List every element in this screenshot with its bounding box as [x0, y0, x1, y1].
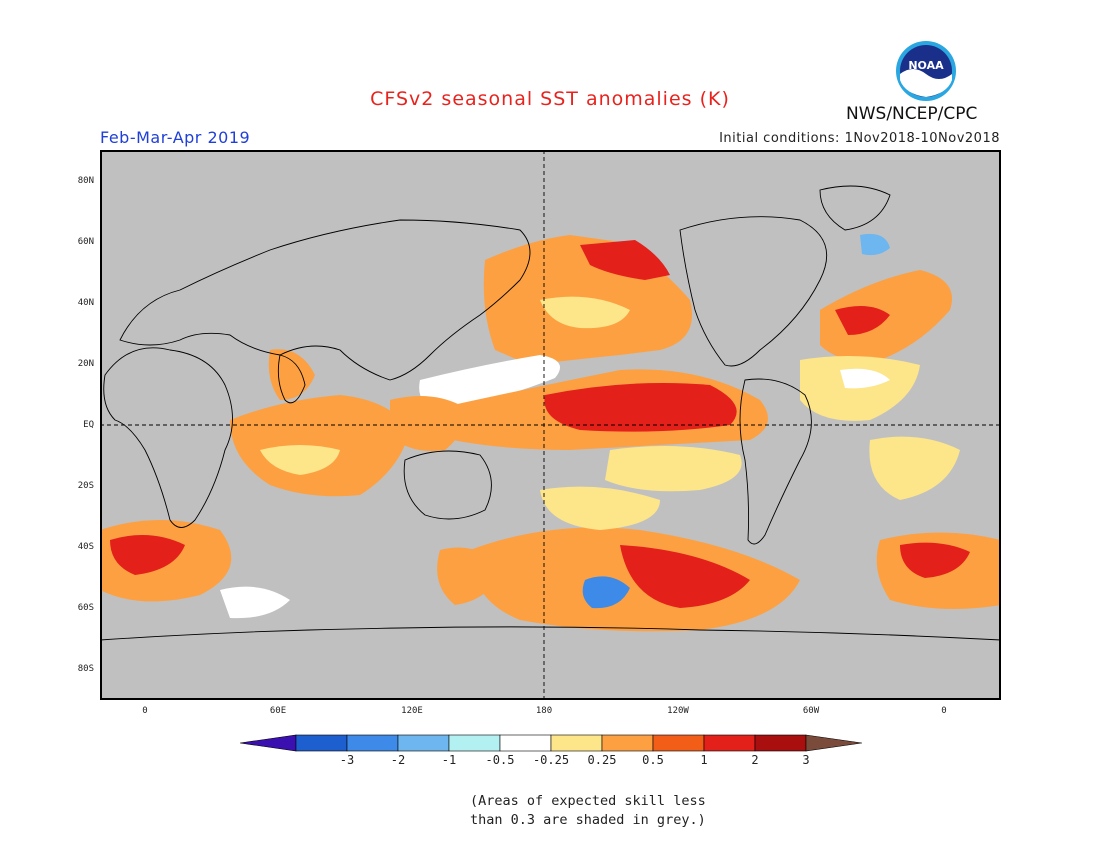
south-pacific-strong [620, 545, 750, 608]
colorbar-swatch [703, 734, 756, 752]
colorbar-swatch [601, 734, 654, 752]
colorbar-label: 0.25 [587, 753, 617, 767]
lat-label: 60S [77, 603, 94, 613]
indian-ocean-anomaly [230, 395, 410, 497]
chart-title: CFSv2 seasonal SST anomalies (K) [370, 88, 730, 110]
lat-label: 40N [77, 298, 94, 308]
north-pacific-strong [580, 240, 670, 280]
south-atlantic-southern-strong [900, 542, 970, 578]
southern-white-patch [220, 586, 290, 619]
colorbar-label: -0.5 [485, 753, 515, 767]
colorbar [240, 734, 862, 752]
colorbar-swatch [397, 734, 450, 752]
lat-label: 80S [77, 664, 94, 674]
lon-label: 120W [667, 706, 689, 716]
colorbar-label: -3 [339, 753, 355, 767]
colorbar-label: 0.5 [642, 753, 664, 767]
colorbar-swatch [295, 734, 348, 752]
lon-label: 60W [802, 706, 820, 716]
agency-label: NWS/NCEP/CPC [846, 104, 978, 124]
colorbar-label: 2 [751, 753, 759, 767]
skill-note: (Areas of expected skill less than 0.3 a… [470, 792, 730, 830]
logo-text: NOAA [908, 59, 944, 72]
colorbar-label: -1 [441, 753, 457, 767]
lat-label: 20S [77, 481, 94, 491]
lat-label: 80N [77, 176, 94, 186]
colorbar-swatch [499, 734, 552, 752]
map-frame [100, 150, 1001, 700]
tropical-atlantic-white [840, 368, 890, 389]
lat-label: 60N [77, 237, 94, 247]
sst-anomaly-map [100, 150, 1001, 700]
colorbar-swatch [754, 734, 807, 752]
forecast-period: Feb-Mar-Apr 2019 [100, 128, 251, 147]
tasman-anomaly [437, 547, 500, 605]
north-atlantic-cold [860, 233, 890, 256]
indian-ocean-pale [260, 445, 340, 475]
lat-label: 40S [77, 542, 94, 552]
south-atlantic-pale [869, 436, 960, 500]
colorbar-swatch [652, 734, 705, 752]
skill-note-line2: than 0.3 are shaded in grey.) [470, 812, 706, 828]
south-pacific-cold [582, 576, 630, 609]
lat-label: 20N [77, 359, 94, 369]
maritime-continent-anomaly [390, 396, 463, 451]
lon-label: 60E [269, 706, 287, 716]
colorbar-label: -0.25 [532, 753, 570, 767]
colorbar-swatch [550, 734, 603, 752]
lat-label: EQ [83, 420, 94, 430]
north-pacific-pale [540, 296, 630, 329]
lon-label: 0 [941, 706, 947, 716]
north-atlantic-strong [835, 306, 890, 335]
noaa-logo: NOAA [896, 41, 956, 101]
colorbar-swatch [346, 734, 399, 752]
lon-label: 180 [535, 706, 553, 716]
colorbar-swatch [448, 734, 501, 752]
lon-label: 120E [401, 706, 423, 716]
colorbar-swatch [805, 734, 862, 752]
tropical-atlantic-pale [800, 356, 920, 421]
south-pacific-pale [540, 486, 660, 530]
east-pacific-pale [605, 446, 742, 492]
skill-note-line1: (Areas of expected skill less [470, 793, 706, 809]
north-pacific-white [419, 355, 560, 410]
colorbar-label: 3 [802, 753, 810, 767]
lon-label: 0 [142, 706, 148, 716]
southern-ocean-strong [110, 535, 185, 575]
colorbar-swatch [240, 734, 297, 752]
initial-conditions: Initial conditions: 1Nov2018-10Nov2018 [719, 131, 1000, 146]
colorbar-label: -2 [390, 753, 406, 767]
colorbar-label: 1 [700, 753, 708, 767]
equatorial-pacific-strong [544, 382, 737, 432]
coastlines [100, 185, 1001, 641]
